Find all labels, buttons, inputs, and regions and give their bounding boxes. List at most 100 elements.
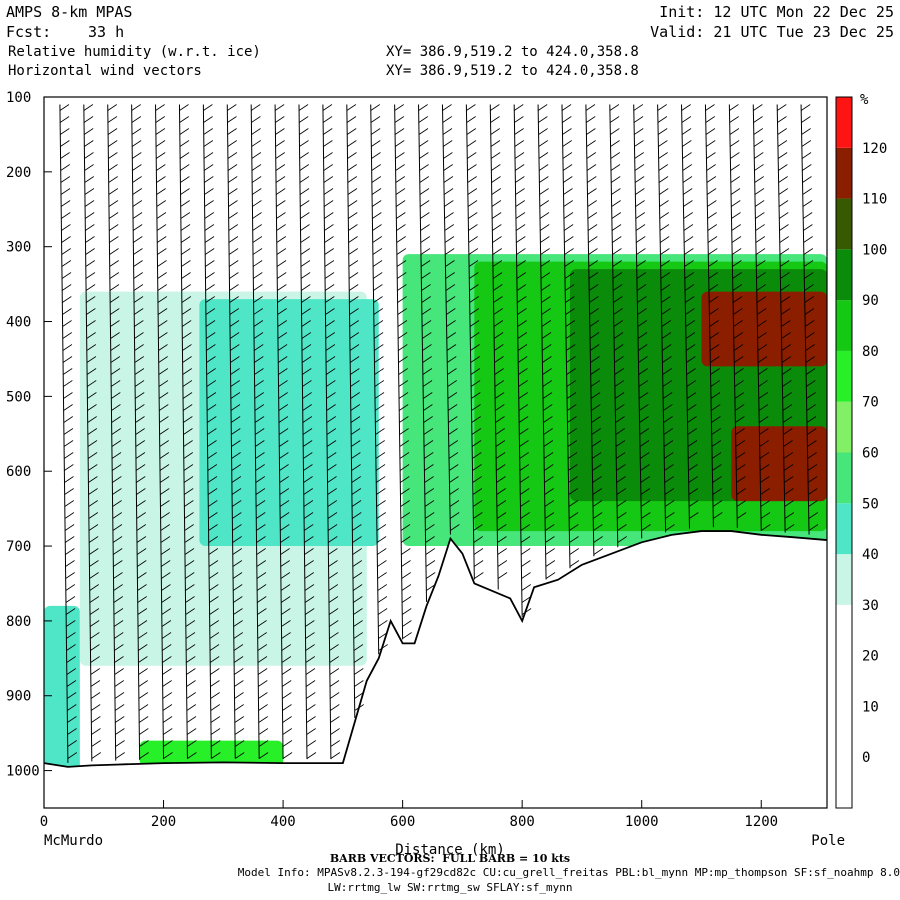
model-info-line1: Model Info: MPASv8.2.3-194-gf29cd82c CU:… <box>237 866 900 879</box>
barb-flag <box>780 296 791 303</box>
barb-flag <box>609 116 620 123</box>
barb-flag <box>91 728 101 735</box>
barb-flag <box>210 668 220 675</box>
barb-flag <box>443 176 454 183</box>
barb-flag <box>707 236 718 243</box>
barb-flag <box>304 548 314 555</box>
barb-flag <box>329 692 340 699</box>
barb-flag <box>561 104 572 111</box>
barb-flag <box>592 464 602 471</box>
barb-flag <box>491 188 501 195</box>
barb-flag <box>232 512 242 519</box>
barb-flag <box>209 644 220 651</box>
barb-flag <box>422 344 432 351</box>
barb-flag <box>327 500 338 507</box>
barb-flag <box>229 260 239 267</box>
barb-flag <box>683 224 694 231</box>
barb-flag <box>276 248 287 255</box>
barb-staff <box>752 104 762 531</box>
barb-flag <box>801 152 812 159</box>
barb-flag <box>394 128 405 135</box>
barb-flag <box>351 488 362 495</box>
barb-flag <box>374 356 384 363</box>
barb-flag <box>211 752 221 759</box>
barb-flag <box>329 632 339 639</box>
barb-flag <box>497 560 508 567</box>
barb-flag <box>539 212 550 219</box>
barb-flag <box>62 368 73 375</box>
barb-flag <box>65 584 76 591</box>
barb-flag <box>688 464 698 471</box>
barb-flag <box>62 320 72 327</box>
barb-flag <box>754 152 764 159</box>
barb-flag <box>112 476 122 483</box>
barb-flag <box>109 236 119 243</box>
barb-flag <box>543 404 553 411</box>
barb-flag <box>759 464 770 471</box>
barb-flag <box>227 152 238 159</box>
barb-flag <box>591 428 601 435</box>
barb-flag <box>234 704 244 711</box>
wind-barb-column-7 <box>226 104 245 759</box>
barb-flag <box>156 200 167 207</box>
barb-flag <box>400 512 411 519</box>
barb-flag <box>132 188 142 195</box>
barb-flag <box>712 476 722 483</box>
barb-flag <box>686 392 697 399</box>
barb-flag <box>470 368 481 375</box>
barb-flag <box>135 428 145 435</box>
barb-flag <box>808 500 818 507</box>
field-name-wind: Horizontal wind vectors <box>8 63 202 79</box>
barb-flag <box>664 488 675 495</box>
barb-flag <box>210 692 220 699</box>
barb-flag <box>402 632 412 639</box>
barb-flag <box>300 248 311 255</box>
barb-flag <box>397 272 407 279</box>
barb-flag <box>375 440 385 447</box>
barb-flag <box>377 596 388 603</box>
barb-flag <box>400 536 411 543</box>
barb-flag <box>519 452 529 459</box>
wind-barb-column-13 <box>370 104 388 655</box>
barb-flag <box>159 464 170 471</box>
barb-flag <box>497 536 507 543</box>
barb-flag <box>395 200 406 207</box>
barb-flag <box>466 116 476 123</box>
barb-flag <box>634 176 645 183</box>
barb-flag <box>637 320 648 327</box>
barb-flag <box>590 356 600 363</box>
barb-flag <box>662 356 672 363</box>
barb-flag <box>639 440 650 447</box>
barb-flag <box>131 128 142 135</box>
barb-flag <box>731 200 741 207</box>
barb-staff <box>441 104 451 535</box>
colorbar-label: 90 <box>862 293 879 309</box>
wind-barb-column-11 <box>322 104 341 760</box>
barb-flag <box>615 440 626 447</box>
barb-flag <box>610 164 621 171</box>
barb-flag <box>282 692 292 699</box>
barb-flag <box>492 224 502 231</box>
barb-flag <box>253 272 263 279</box>
barb-flag <box>587 200 597 207</box>
barb-staff <box>83 104 93 762</box>
barb-flag <box>323 128 333 135</box>
barb-flag <box>66 620 76 627</box>
barb-flag <box>282 752 293 759</box>
barb-flag <box>156 164 166 171</box>
barb-flag <box>781 344 791 351</box>
barb-flag <box>784 488 794 495</box>
barb-flag <box>541 296 551 303</box>
barb-flag <box>423 428 434 435</box>
barb-flag <box>808 524 819 531</box>
barb-flag <box>181 260 191 267</box>
barb-flag <box>324 260 335 267</box>
barb-flag <box>708 284 719 291</box>
barb-flag <box>324 284 335 291</box>
barb-flag <box>687 416 697 423</box>
barb-flag <box>228 248 239 255</box>
barb-flag <box>277 284 287 291</box>
barb-flag <box>756 296 767 303</box>
barb-flag <box>467 152 477 159</box>
barb-flag <box>637 308 647 315</box>
